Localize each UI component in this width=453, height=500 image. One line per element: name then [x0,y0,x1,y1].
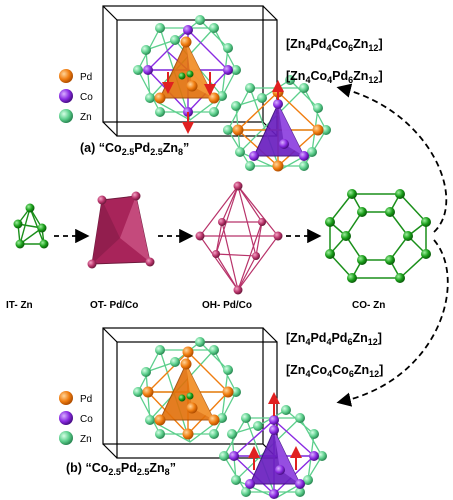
label-it-zn: IT- Zn [6,300,33,311]
legend-b-co-swatch [59,411,73,425]
arrow-co-to-b [336,239,449,407]
composition-a2: [Zn4Co4Pd6Zn12] [286,69,383,85]
composition-b2: [Zn4Co4Co6Zn12] [286,363,383,379]
label-ot-pdco: OT- Pd/Co [90,300,138,311]
legend-bottom: Pd Co Zn [59,391,93,445]
legend-zn-swatch [59,109,73,123]
legend-b-pd-swatch [59,391,73,405]
label-oh-pdco: OH- Pd/Co [202,300,252,311]
legend-co-label: Co [80,92,93,103]
legend-pd-swatch [59,69,73,83]
shell-oh-pdco [195,181,283,295]
legend-co-swatch [59,89,73,103]
label-co-zn: CO- Zn [352,300,385,311]
arrow-co-to-a [336,83,448,233]
shell-it-zn [13,203,49,249]
composition-a1: [Zn4Pd4Co6Zn12] [286,37,383,53]
legend-zn-label: Zn [80,112,92,123]
legend-b-pd-label: Pd [80,394,92,405]
legend-b-zn-label: Zn [80,434,92,445]
label-a: (a) “Co2.5Pd2.5Zn8” [80,141,189,157]
legend-b-zn-swatch [59,431,73,445]
cluster-a2 [223,75,331,172]
legend-top: Pd Co Zn [59,69,93,123]
cluster-a1 [133,15,241,134]
cluster-b2 [219,392,327,499]
legend-b-co-label: Co [80,414,93,425]
label-b: (b) “Co2.5Pd2.5Zn8” [66,461,176,477]
structure-a [102,5,331,172]
cluster-b1 [133,337,241,443]
shell-co-zn [325,189,431,283]
structure-b [102,327,327,499]
composition-b1: [Zn4Pd4Pd6Zn12] [286,331,382,347]
shell-ot-pdco [87,191,155,269]
legend-pd-label: Pd [80,72,92,83]
